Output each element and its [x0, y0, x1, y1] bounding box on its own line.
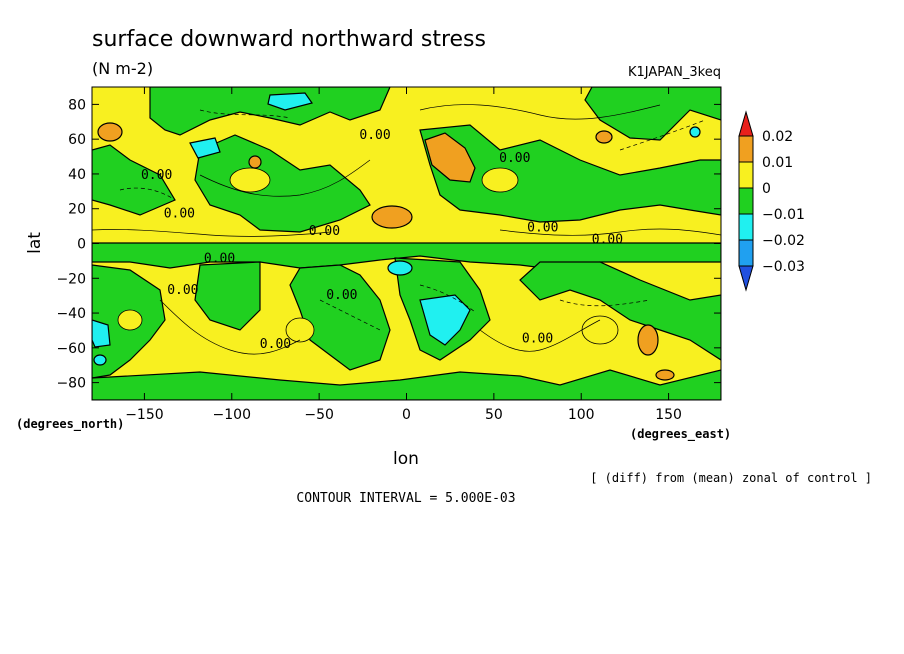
y-axis: −80 −60 −40 −20 0 20 40 60 80	[56, 97, 721, 392]
colorbar-segment	[738, 213, 754, 241]
x-tick-label: 0	[402, 407, 411, 423]
colorbar-label: −0.03	[762, 259, 805, 275]
x-axis: −150 −100 −50 0 50 100 150	[125, 87, 682, 423]
negative-regions	[92, 87, 721, 400]
y-tick-label: −20	[56, 271, 86, 287]
dashed-contours	[119, 109, 706, 331]
x-tick-label: −100	[213, 407, 251, 423]
y-tick-label: −80	[56, 376, 86, 392]
colorbar-label: 0.02	[762, 129, 793, 145]
units-label: (N m-2)	[92, 59, 153, 78]
contour-label: 0.00	[359, 128, 390, 143]
x-axis-label: lon	[393, 449, 419, 469]
y-tick-label: 20	[68, 202, 86, 218]
contour-label: 0.00	[167, 283, 198, 298]
colorbar-label: −0.02	[762, 233, 805, 249]
run-label: K1JAPAN_3keq	[628, 65, 721, 80]
colorbar-segment	[738, 239, 754, 267]
map-field: 0.00 0.00 0.00 0.00 0.00 0.00 0.00 0.00 0.00 0.00…	[92, 87, 721, 400]
y-tick-label: 40	[68, 167, 86, 183]
colorbar-label: 0	[762, 181, 771, 197]
contour-label: 0.00	[309, 224, 340, 239]
x-tick-label: −50	[304, 407, 334, 423]
contour-label: 0.00	[260, 337, 291, 352]
colorbar-label: −0.01	[762, 207, 805, 223]
y-tick-label: −60	[56, 341, 86, 357]
contour-label: 0.00	[527, 220, 558, 235]
contour-label: 0.00	[141, 168, 172, 183]
strong-negative-patches	[92, 92, 701, 366]
contour-interval: CONTOUR INTERVAL = 5.000E-03	[296, 491, 515, 506]
contour-label: 0.00	[522, 332, 553, 347]
note-text: [ (diff) from (mean) zonal of control ]	[590, 471, 872, 485]
y-tick-label: 80	[68, 97, 86, 113]
x-axis-unit: (degrees_east)	[630, 427, 731, 442]
colorbar-segment	[738, 135, 754, 163]
yellow-islands	[117, 167, 619, 345]
colorbar-top-arrow	[738, 110, 754, 137]
colorbar-label: 0.01	[762, 155, 793, 171]
x-tick-label: −150	[125, 407, 163, 423]
y-tick-label: −40	[56, 306, 86, 322]
colorbar-segment	[738, 161, 754, 189]
contour-label: 0.00	[326, 288, 357, 303]
y-tick-label: 60	[68, 132, 86, 148]
x-tick-label: 50	[485, 407, 503, 423]
y-tick-label: 0	[77, 237, 86, 253]
positive-patches	[97, 122, 675, 381]
contour-label: 0.00	[499, 151, 530, 166]
contour-label: 0.00	[592, 233, 623, 248]
contour-labels: 0.00 0.00 0.00 0.00 0.00 0.00 0.00 0.00 0.00 0.00…	[141, 128, 623, 352]
chart-title: surface downward northward stress	[92, 27, 486, 52]
contour-label: 0.00	[164, 206, 195, 221]
colorbar-bottom-arrow	[738, 265, 754, 292]
contour-label: 0.00	[204, 252, 235, 267]
x-tick-label: 100	[568, 407, 595, 423]
y-axis-label: lat	[25, 232, 45, 254]
colorbar-segment	[738, 187, 754, 215]
colorbar: 0.02 0.01 0 −0.01 −0.02 −0.03	[738, 110, 805, 292]
y-axis-unit: (degrees_north)	[16, 417, 124, 432]
thin-contours	[92, 104, 721, 355]
x-tick-label: 150	[655, 407, 682, 423]
